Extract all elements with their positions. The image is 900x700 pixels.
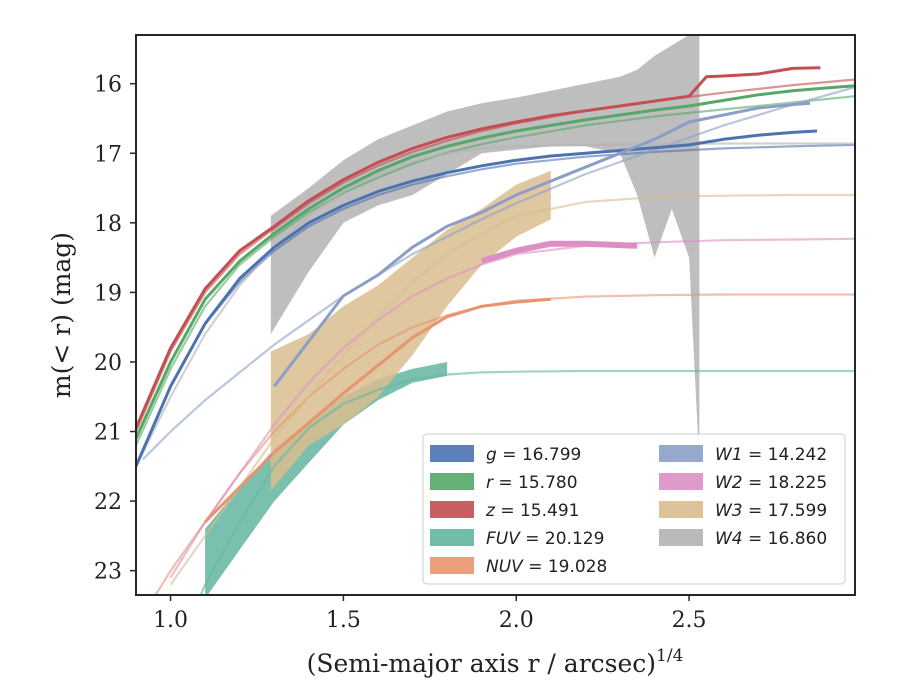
legend-band-name: r [486,473,494,493]
x-axis: 1.0 1.5 2.0 2.5 [153,595,707,633]
legend-box [422,433,846,585]
x-tick-label: 1.0 [153,608,188,633]
legend-band-name: FUV [486,529,521,549]
legend-label-w4: W4 = 16.860 [715,529,827,549]
data-line-w2 [480,240,638,264]
legend-label-w2: W2 = 18.225 [715,473,827,493]
x-tick-label: 1.5 [326,608,361,633]
y-tick-label: 17 [94,142,122,167]
model-curve-w4 [136,142,855,467]
x-axis-title: (Semi-major axis r / arcsec)1/4 [307,646,684,678]
plot-frame [135,34,856,596]
plot-area [136,35,855,595]
model-curve-fuv [199,369,855,595]
legend-swatch-r [430,473,474,490]
legend-band-value: = 15.780 [493,473,578,493]
legend-label-nuv: NUV = 19.028 [486,557,607,577]
x-axis-title-main: (Semi-major axis r / arcsec) [307,649,656,678]
legend-band-value: = 17.599 [743,501,828,521]
legend-swatch-nuv [430,557,474,574]
model-curve-w2 [169,237,855,579]
legend-band-value: = 14.242 [743,445,828,465]
legend-band-name: g [486,445,497,465]
y-axis: 16 17 18 19 20 21 22 23 [94,73,136,585]
x-tick-label: 2.5 [672,608,707,633]
y-tick-label: 19 [94,281,122,306]
legend-band-name: W3 [715,501,743,521]
band-fuv [205,362,448,595]
data-line-r [136,84,855,440]
legend-label-fuv: FUV = 20.129 [486,529,604,549]
band-w4 [270,35,700,467]
legend-band-value: = 19.028 [523,557,608,577]
legend-band-name: z [485,501,496,521]
model-curve-w3 [169,193,855,586]
y-tick-label: 22 [94,490,122,515]
legend-label-w1: W1 = 14.242 [715,445,827,465]
model-curve-r [136,95,855,446]
y-axis-title: m(< r) (mag) [47,232,76,398]
legend-band-name: W2 [715,473,743,493]
legend-label-z: z = 15.491 [485,501,579,521]
legend-swatch-fuv [430,529,474,546]
y-tick-label: 16 [94,73,122,98]
legend-band-value: = 18.225 [743,473,828,493]
legend-swatch-w2 [659,473,703,490]
legend-band-name: W1 [715,445,743,465]
model-curve-w1 [142,86,855,461]
legend-swatch-g [430,445,474,462]
legend-band-name: NUV [486,557,524,577]
band-w3 [270,170,551,491]
data-line-g [136,129,818,467]
data-line-z [136,66,821,429]
legend-swatch-w3 [659,501,703,518]
legend-band-value: = 15.491 [495,501,580,521]
data-line-w1 [273,101,811,388]
legend-swatch-w4 [659,529,703,546]
legend-label-r: r = 15.780 [486,473,578,493]
legend-label-w3: W3 = 17.599 [715,501,827,521]
y-tick-label: 18 [94,212,122,237]
x-tick-label: 2.0 [499,608,534,633]
legend-swatch-w1 [659,445,703,462]
legend-band-value: = 16.860 [743,529,828,549]
x-axis-title-exponent: 1/4 [656,646,683,666]
legend-band-value: = 16.799 [497,445,582,465]
y-tick-label: 21 [94,421,122,446]
y-tick-label: 20 [94,351,122,376]
legend-band-value: = 20.129 [520,529,605,549]
legend-band-name: W4 [715,529,743,549]
legend-swatch-z [430,501,474,518]
legend-label-g: g = 16.799 [486,445,581,465]
y-tick-label: 23 [94,560,122,585]
data-line-nuv [204,297,551,524]
